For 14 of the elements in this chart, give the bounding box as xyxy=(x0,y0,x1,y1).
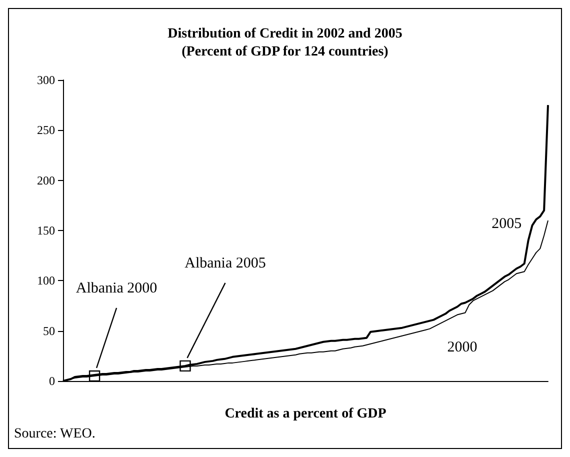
y-tick-label: 50 xyxy=(43,324,55,338)
chart-title: Distribution of Credit in 2002 and 2005 (Percent of GDP for 124 countries) xyxy=(168,26,402,60)
annotation: Albania 2005 xyxy=(184,255,266,272)
y-tick-label: 300 xyxy=(37,73,55,87)
y-tick-label: 250 xyxy=(37,123,55,138)
series-label: 2005 xyxy=(492,216,522,232)
y-tick-label: 100 xyxy=(37,274,55,288)
y-tick-label: 150 xyxy=(37,224,55,238)
annotation: Albania 2000 xyxy=(76,280,158,296)
y-tick-label: 200 xyxy=(37,173,55,188)
series-label: 2000 xyxy=(447,340,478,356)
x-axis-title: Credit as a percent of GDP xyxy=(224,406,387,422)
source-note: Source: WEO. xyxy=(14,426,96,442)
y-tick-label: 0 xyxy=(49,374,55,388)
